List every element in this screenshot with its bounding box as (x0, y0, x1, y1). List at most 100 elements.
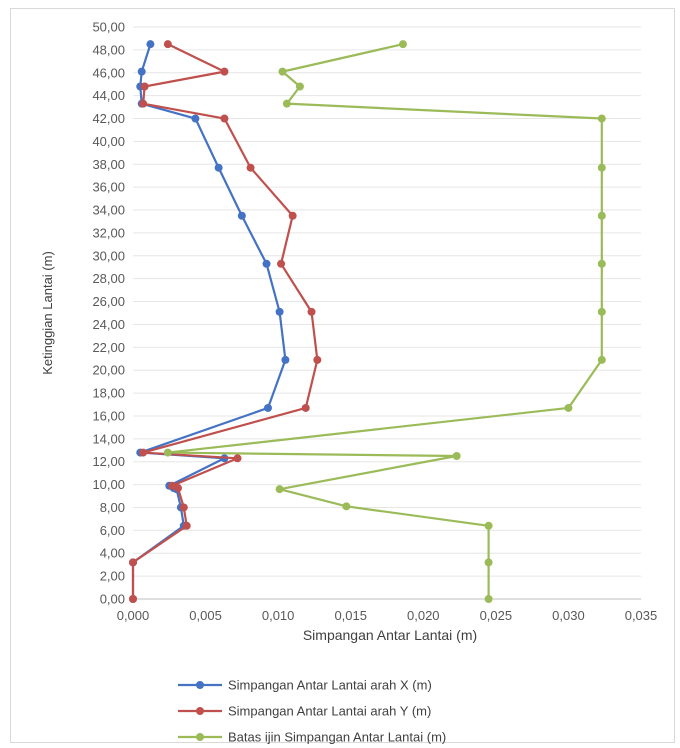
gridlines (133, 26, 641, 577)
legend-label: Simpangan Antar Lantai arah X (m) (228, 678, 432, 693)
data-point (398, 40, 407, 49)
data-point (597, 355, 606, 364)
data-point (452, 452, 461, 460)
x-tick-labels: 0,000 0,005 0,010 0,015 0,020 0,025 0,030 0,035 (117, 608, 658, 623)
x-tick-label: 0,035 (625, 608, 658, 623)
series-line (166, 43, 603, 599)
y-tick-label: 34,00 (92, 203, 125, 218)
legend-label: Batas ijin Simpangan Antar Lantai (m) (228, 730, 446, 745)
data-point (288, 211, 297, 220)
legend-item: Simpangan Antar Lantai arah Y (m) (178, 704, 431, 719)
data-point (564, 403, 573, 412)
y-tick-label: 12,00 (92, 454, 125, 469)
data-point (233, 454, 242, 463)
y-tick-label: 0,00 (100, 592, 125, 607)
data-point (246, 163, 255, 172)
y-tick-label: 4,00 (100, 546, 125, 561)
y-tick-label: 2,00 (100, 569, 125, 584)
data-point (140, 82, 149, 91)
y-tick-label: 18,00 (92, 386, 125, 401)
y-tick-label: 24,00 (92, 317, 125, 332)
y-tick-label: 8,00 (100, 500, 125, 515)
y-axis-title: Ketinggian Lantai (m) (40, 251, 55, 375)
data-point (342, 502, 351, 511)
data-point (278, 67, 287, 76)
data-point (277, 259, 286, 268)
data-point (295, 82, 304, 91)
y-tick-label: 50,00 (92, 20, 125, 35)
y-tick-label: 40,00 (92, 134, 125, 149)
y-tick-label: 30,00 (92, 248, 125, 263)
series-line (131, 43, 319, 599)
data-point (484, 595, 493, 603)
series-line (131, 43, 287, 599)
data-point (597, 114, 606, 123)
series-2 (129, 40, 322, 603)
y-tick-label: 46,00 (92, 65, 125, 80)
x-tick-label: 0,020 (407, 608, 440, 623)
data-point (307, 307, 316, 316)
y-tick-label: 16,00 (92, 408, 125, 423)
data-point (275, 307, 284, 316)
data-point (220, 67, 229, 76)
data-point (597, 211, 606, 220)
x-tick-label: 0,010 (262, 608, 295, 623)
data-point (484, 521, 493, 530)
legend-label: Simpangan Antar Lantai arah Y (m) (228, 704, 431, 719)
data-point (313, 355, 322, 364)
legend-marker (196, 707, 204, 715)
data-point (597, 259, 606, 268)
series-3 (163, 40, 606, 603)
legend-item: Simpangan Antar Lantai arah X (m) (178, 678, 432, 693)
data-point (182, 521, 191, 530)
y-tick-label: 10,00 (92, 477, 125, 492)
data-point (220, 114, 229, 123)
legend-item: Batas ijin Simpangan Antar Lantai (m) (178, 730, 446, 745)
y-tick-label: 48,00 (92, 42, 125, 57)
y-tick-label: 28,00 (92, 271, 125, 286)
y-tick-label: 26,00 (92, 294, 125, 309)
data-point (191, 114, 200, 123)
data-point (484, 558, 493, 567)
data-point (168, 481, 177, 490)
chart-frame (10, 8, 675, 743)
data-point (146, 40, 155, 49)
y-tick-label: 44,00 (92, 88, 125, 103)
data-point (179, 503, 188, 512)
y-tick-label: 36,00 (92, 180, 125, 195)
x-tick-label: 0,005 (189, 608, 222, 623)
data-point (129, 595, 137, 603)
series-1 (129, 40, 290, 603)
data-point (139, 448, 148, 457)
legend-marker (196, 681, 204, 689)
data-point (163, 448, 172, 457)
data-point (263, 403, 272, 412)
series-group (129, 40, 606, 603)
data-point (237, 211, 246, 220)
y-tick-label: 14,00 (92, 431, 125, 446)
y-tick-label: 38,00 (92, 157, 125, 172)
data-point (301, 403, 310, 412)
data-point (282, 99, 291, 108)
data-point (281, 355, 290, 364)
x-tick-label: 0,000 (117, 608, 150, 623)
data-point (163, 40, 172, 49)
x-tick-label: 0,025 (480, 608, 513, 623)
x-tick-label: 0,030 (552, 608, 585, 623)
data-point (597, 307, 606, 316)
x-tick-label: 0,015 (334, 608, 367, 623)
x-axis-title: Simpangan Antar Lantai (m) (303, 627, 477, 643)
y-tick-label: 32,00 (92, 225, 125, 240)
y-tick-label: 22,00 (92, 340, 125, 355)
data-point (129, 558, 137, 567)
y-tick-label: 42,00 (92, 111, 125, 126)
data-point (597, 163, 606, 172)
data-point (275, 485, 284, 494)
data-point (139, 99, 148, 108)
y-tick-labels: 0,00 2,00 4,00 6,00 8,00 10,00 12,00 14,00 16,00… (92, 20, 125, 607)
legend: Simpangan Antar Lantai arah X (m) Simpang… (178, 678, 446, 745)
data-point (214, 163, 223, 172)
data-point (262, 259, 271, 268)
y-tick-label: 6,00 (100, 523, 125, 538)
